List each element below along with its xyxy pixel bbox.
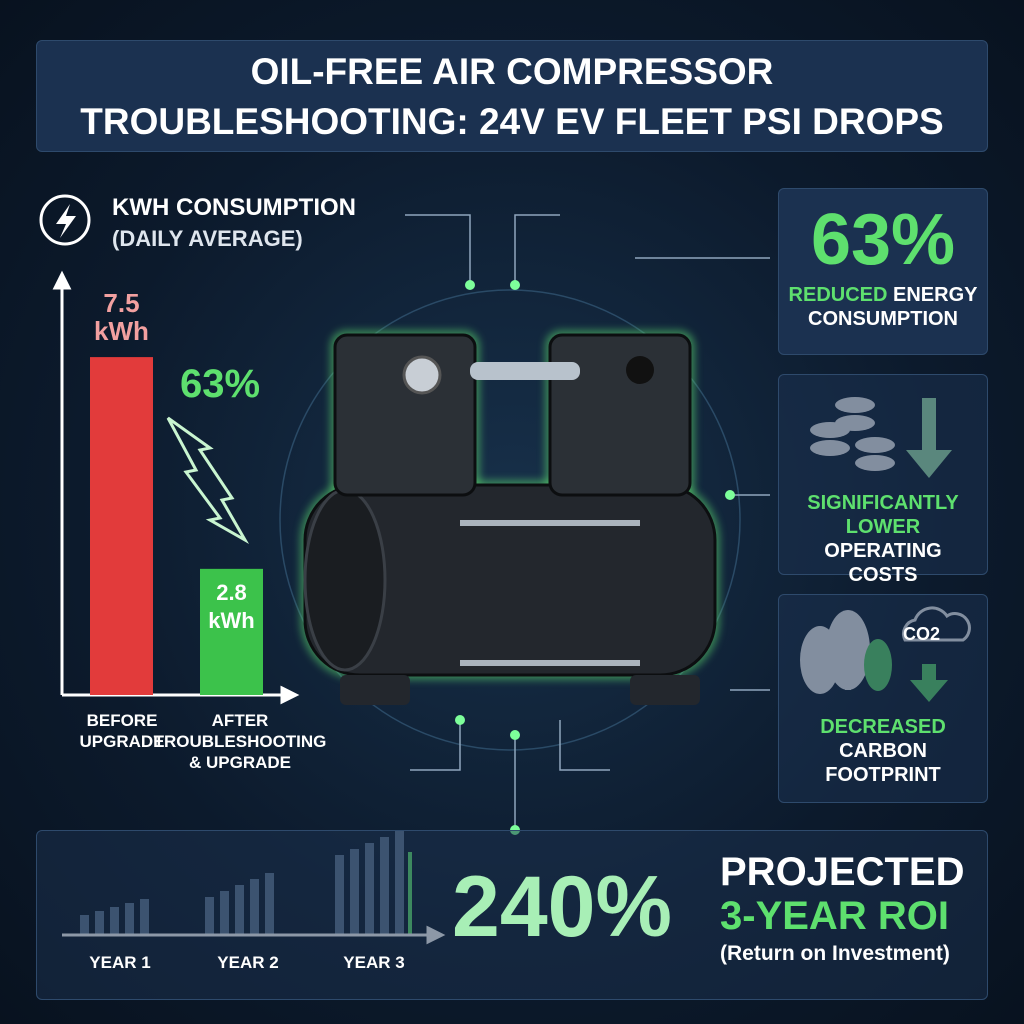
ring	[279, 289, 741, 751]
x-tick-label: AFTER TROUBLESHOOTING & UPGRADE	[153, 711, 327, 772]
bar	[90, 357, 153, 695]
roi-value: 240%	[452, 859, 672, 955]
roi-note: (Return on Investment)	[720, 942, 950, 965]
card: DECREASED CARBON FOOTPRINT	[778, 594, 988, 803]
year-label: YEAR 2	[217, 953, 279, 972]
compressor	[300, 330, 720, 705]
year-label: YEAR 1	[89, 953, 151, 972]
annotation: 63%	[180, 362, 261, 406]
year-label: YEAR 3	[343, 953, 405, 972]
co2-label: CO2	[903, 624, 941, 644]
roi-panel	[36, 830, 988, 1000]
value-label: 7.5 kWh	[94, 288, 149, 347]
card: 63% REDUCED ENERGY CONSUMPTION	[778, 188, 988, 355]
card-big: 63%	[810, 200, 956, 280]
card-highlight: DECREASED	[820, 716, 946, 738]
card-highlight: REDUCED	[788, 284, 888, 306]
title: OIL-FREE AIR COMPRESSOR	[250, 51, 774, 92]
card-highlight: SIGNIFICANTLY LOWER	[807, 492, 959, 538]
roi-subtitle: 3-YEAR ROI	[720, 894, 949, 938]
chart-subtitle: (DAILY AVERAGE)	[112, 226, 303, 251]
title-box: OIL-FREE AIR COMPRESSOR TROUBLESHOOTING:…	[36, 40, 988, 152]
card-text: OPERATING COSTS	[824, 540, 942, 586]
connectors	[405, 214, 770, 830]
bar	[200, 568, 263, 695]
card: SIGNIFICANTLY LOWER OPERATING COSTS	[778, 374, 988, 586]
trend-arrow	[166, 416, 250, 545]
card-text: CARBON FOOTPRINT	[825, 740, 941, 786]
icon	[39, 194, 91, 246]
icon	[56, 204, 76, 238]
chart-title: KWH CONSUMPTION	[112, 194, 356, 221]
roi-title: PROJECTED	[720, 850, 965, 894]
title: TROUBLESHOOTING: 24V EV FLEET PSI DROPS	[80, 101, 944, 142]
x-tick-label: BEFORE UPGRADE	[79, 711, 165, 751]
value-label: 2.8 kWh	[208, 579, 255, 633]
card-text: ENERGY CONSUMPTION	[808, 284, 978, 330]
